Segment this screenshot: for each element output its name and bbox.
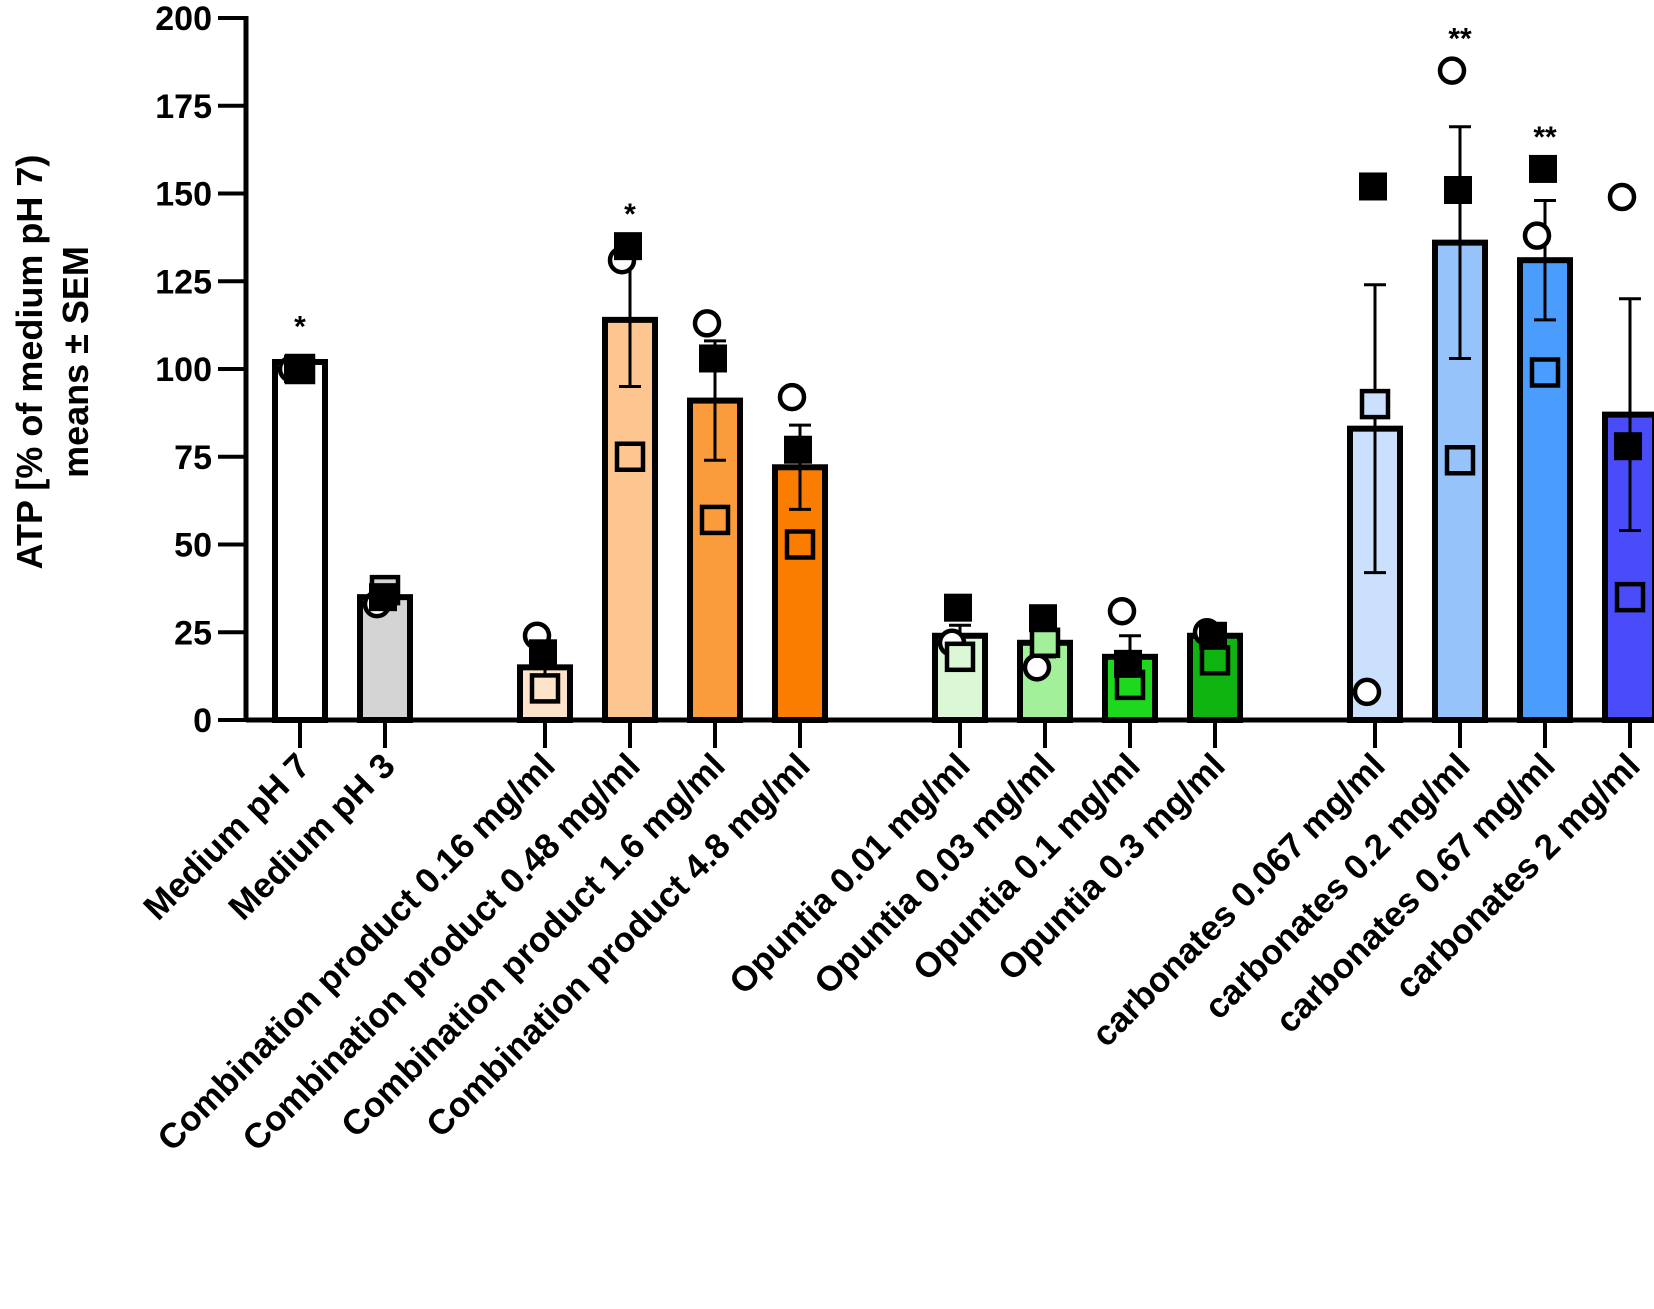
point-open-circle-8 <box>1107 596 1137 626</box>
point-filled-square-12 <box>1529 154 1557 183</box>
point-filled-square-0 <box>284 355 312 383</box>
point-open-square-6 <box>944 641 976 673</box>
point-open-circle-13 <box>1607 182 1637 212</box>
significance-marker-3: * <box>624 198 636 231</box>
point-open-square-13 <box>1614 581 1646 613</box>
axes-layer <box>218 16 1650 748</box>
y-tick-label-50: 50 <box>174 527 212 565</box>
significance-marker-12: ** <box>1533 121 1557 154</box>
point-filled-square-2 <box>529 639 557 668</box>
point-filled-square-11 <box>1444 175 1472 204</box>
point-open-square-3 <box>614 441 646 472</box>
data-points-layer <box>277 56 1646 707</box>
y-tick-label-125: 125 <box>155 263 212 301</box>
bar-12 <box>1517 257 1573 723</box>
y-tick-label-175: 175 <box>155 88 212 126</box>
point-open-square-5 <box>784 529 816 560</box>
point-filled-square-4 <box>699 344 727 373</box>
point-open-square-11 <box>1444 445 1476 476</box>
point-open-square-10 <box>1359 388 1391 420</box>
point-open-circle-11 <box>1437 56 1467 85</box>
point-filled-square-7 <box>1029 604 1057 633</box>
point-open-circle-4 <box>692 309 722 338</box>
point-filled-square-13 <box>1614 432 1642 461</box>
point-filled-square-5 <box>784 435 812 464</box>
point-filled-square-6 <box>944 593 972 622</box>
point-open-square-4 <box>699 504 731 536</box>
point-filled-square-1 <box>369 583 397 612</box>
point-open-circle-10 <box>1352 677 1382 707</box>
y-tick-label-0: 0 <box>193 702 212 740</box>
point-open-square-7 <box>1029 627 1061 659</box>
y-tick-label-150: 150 <box>155 176 212 214</box>
significance-marker-0: * <box>294 310 306 343</box>
y-tick-label-75: 75 <box>174 439 212 477</box>
y-axis-title: ATP [% of medium pH 7) means ± SEM <box>9 155 96 570</box>
point-filled-square-9 <box>1199 621 1227 650</box>
point-filled-square-10 <box>1359 172 1387 201</box>
point-open-square-9 <box>1199 645 1231 676</box>
y-axis-label-line1: ATP [% of medium pH 7) <box>9 155 50 570</box>
significance-marker-11: ** <box>1448 23 1472 56</box>
point-open-circle-5 <box>777 382 807 412</box>
point-open-circle-12 <box>1522 221 1552 250</box>
point-filled-square-3 <box>614 232 642 261</box>
point-open-square-2 <box>529 673 561 704</box>
y-tick-label-200: 200 <box>155 0 212 38</box>
bar-3 <box>602 316 658 723</box>
point-open-square-12 <box>1529 357 1561 388</box>
point-open-circle-7 <box>1022 653 1052 682</box>
category-label-4: Combination product 1.6 mg/ml <box>334 746 733 1145</box>
bar-0 <box>272 358 328 723</box>
y-tick-label-25: 25 <box>174 614 212 652</box>
y-axis-label-line2: means ± SEM <box>55 246 96 478</box>
y-tick-label-100: 100 <box>155 351 212 389</box>
point-filled-square-8 <box>1114 649 1142 678</box>
